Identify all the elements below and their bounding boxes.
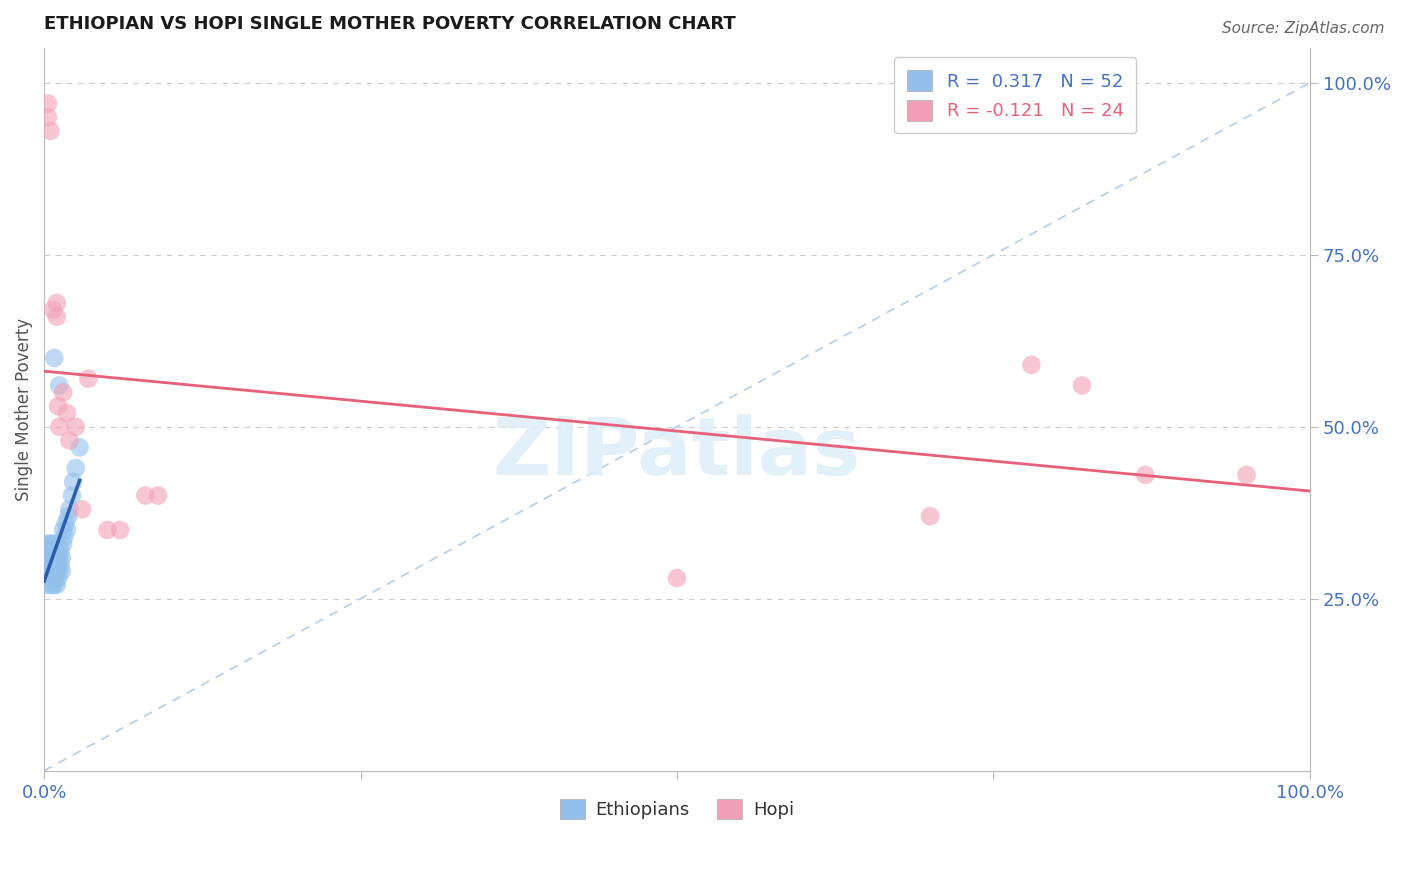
Point [1021, 358, 1043, 372]
Point [42, 302, 65, 317]
Point [58, 434, 80, 448]
Text: ZIPatlas: ZIPatlas [494, 414, 860, 491]
Point [48, 564, 70, 578]
Point [41, 543, 63, 558]
Point [45, 564, 67, 578]
Point [49, 558, 72, 572]
Point [52, 385, 75, 400]
Point [37, 537, 59, 551]
Point [52, 537, 75, 551]
Point [108, 523, 131, 537]
Point [45, 537, 67, 551]
Point [39, 564, 62, 578]
Point [42, 550, 65, 565]
Point [44, 543, 66, 558]
Point [45, 296, 67, 310]
Point [1071, 378, 1094, 392]
Point [1135, 467, 1157, 482]
Point [62, 475, 84, 489]
Point [55, 516, 77, 530]
Point [56, 406, 79, 420]
Point [44, 571, 66, 585]
Point [56, 523, 79, 537]
Point [56, 509, 79, 524]
Point [53, 530, 76, 544]
Point [45, 578, 67, 592]
Point [1236, 467, 1258, 482]
Point [665, 571, 688, 585]
Point [41, 558, 63, 572]
Point [37, 110, 59, 124]
Point [69, 441, 91, 455]
Point [39, 124, 62, 138]
Point [44, 558, 66, 572]
Point [48, 550, 70, 565]
Point [44, 351, 66, 365]
Point [42, 571, 65, 585]
Point [35, 571, 58, 585]
Point [77, 371, 100, 385]
Point [146, 489, 169, 503]
Point [44, 543, 66, 558]
Point [44, 550, 66, 565]
Point [45, 550, 67, 565]
Point [38, 543, 60, 558]
Point [38, 558, 60, 572]
Point [39, 571, 62, 585]
Point [70, 502, 93, 516]
Point [34, 558, 56, 572]
Point [65, 419, 87, 434]
Point [35, 543, 58, 558]
Point [48, 419, 70, 434]
Point [48, 378, 70, 392]
Text: ETHIOPIAN VS HOPI SINGLE MOTHER POVERTY CORRELATION CHART: ETHIOPIAN VS HOPI SINGLE MOTHER POVERTY … [44, 15, 735, 33]
Point [44, 564, 66, 578]
Point [38, 564, 60, 578]
Legend: Ethiopians, Hopi: Ethiopians, Hopi [553, 791, 801, 827]
Point [920, 509, 942, 524]
Point [46, 558, 69, 572]
Point [37, 550, 59, 565]
Point [52, 523, 75, 537]
Point [65, 461, 87, 475]
Point [45, 310, 67, 324]
Point [41, 578, 63, 592]
Point [51, 550, 73, 565]
Point [51, 564, 73, 578]
Point [42, 537, 65, 551]
Point [42, 558, 65, 572]
Point [96, 523, 118, 537]
Point [134, 489, 156, 503]
Point [39, 550, 62, 565]
Point [37, 578, 59, 592]
Y-axis label: Single Mother Poverty: Single Mother Poverty [15, 318, 32, 501]
Point [46, 571, 69, 585]
Point [46, 399, 69, 413]
Point [58, 502, 80, 516]
Text: Source: ZipAtlas.com: Source: ZipAtlas.com [1222, 21, 1385, 36]
Point [39, 537, 62, 551]
Point [44, 578, 66, 592]
Point [49, 543, 72, 558]
Point [37, 96, 59, 111]
Point [60, 489, 83, 503]
